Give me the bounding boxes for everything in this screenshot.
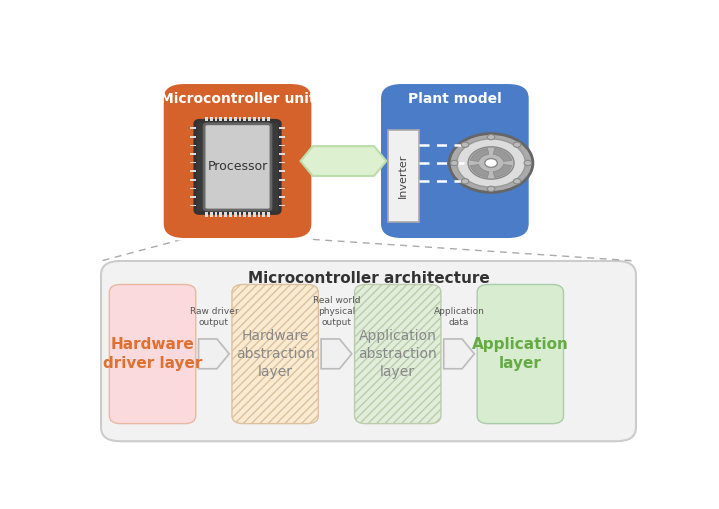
Circle shape (451, 160, 458, 165)
Bar (190, 205, 196, 207)
Circle shape (449, 133, 533, 192)
Bar (267, 212, 270, 217)
Bar (267, 117, 270, 122)
Wedge shape (470, 149, 489, 161)
Bar (205, 117, 208, 122)
Polygon shape (444, 339, 475, 369)
Bar (205, 212, 208, 217)
FancyBboxPatch shape (109, 285, 196, 423)
Bar (224, 212, 227, 217)
Text: Real world
physical
output: Real world physical output (313, 296, 360, 327)
Text: Inverter: Inverter (398, 154, 408, 198)
Text: Raw driver
output: Raw driver output (190, 307, 238, 327)
Bar (279, 145, 285, 146)
FancyBboxPatch shape (388, 130, 418, 222)
Bar (190, 196, 196, 198)
Wedge shape (493, 149, 512, 161)
Bar (279, 171, 285, 172)
Text: Microcontroller architecture: Microcontroller architecture (247, 271, 490, 286)
Bar (248, 212, 251, 217)
Circle shape (513, 142, 521, 147)
Bar (248, 117, 251, 122)
Bar (190, 162, 196, 163)
Bar (215, 117, 217, 122)
Bar (190, 136, 196, 137)
Circle shape (462, 142, 469, 147)
Bar (234, 117, 237, 122)
Wedge shape (493, 164, 512, 178)
Bar (219, 117, 222, 122)
Bar (239, 212, 242, 217)
Text: Hardware
driver layer: Hardware driver layer (103, 336, 202, 372)
Bar (279, 162, 285, 163)
Bar (190, 153, 196, 155)
Circle shape (513, 179, 521, 184)
Circle shape (524, 160, 531, 165)
Bar (234, 212, 237, 217)
FancyBboxPatch shape (195, 121, 280, 213)
Bar (279, 153, 285, 155)
FancyBboxPatch shape (232, 285, 319, 423)
Bar (190, 145, 196, 146)
Circle shape (462, 179, 469, 184)
Circle shape (485, 159, 498, 167)
Circle shape (487, 186, 495, 191)
Polygon shape (301, 146, 386, 176)
Bar (243, 212, 246, 217)
Bar (239, 117, 242, 122)
Bar (229, 117, 232, 122)
Bar (279, 196, 285, 198)
Bar (279, 136, 285, 137)
FancyBboxPatch shape (477, 285, 564, 423)
Text: Processor: Processor (207, 160, 267, 174)
Bar (262, 212, 265, 217)
Bar (279, 127, 285, 129)
Bar (279, 205, 285, 207)
Text: Hardware
abstraction
layer: Hardware abstraction layer (236, 329, 314, 379)
FancyBboxPatch shape (354, 285, 441, 423)
Circle shape (457, 139, 526, 187)
Bar (257, 117, 260, 122)
Polygon shape (198, 339, 229, 369)
Bar (229, 212, 232, 217)
Bar (279, 179, 285, 181)
Bar (210, 117, 213, 122)
Text: Plant model: Plant model (408, 93, 502, 106)
Bar (279, 188, 285, 189)
Wedge shape (470, 164, 489, 178)
Bar (257, 212, 260, 217)
Bar (219, 212, 222, 217)
FancyBboxPatch shape (101, 261, 636, 441)
Bar (224, 117, 227, 122)
Text: Microcontroller unit: Microcontroller unit (160, 93, 316, 106)
Polygon shape (321, 339, 352, 369)
Text: Application
layer: Application layer (472, 336, 569, 372)
Bar (190, 127, 196, 129)
Bar (243, 117, 246, 122)
Text: Application
data: Application data (434, 307, 485, 327)
FancyBboxPatch shape (204, 124, 271, 210)
Bar (253, 117, 256, 122)
Circle shape (468, 147, 514, 179)
Bar (190, 179, 196, 181)
Bar (210, 212, 213, 217)
Circle shape (487, 134, 495, 140)
Bar (190, 188, 196, 189)
Bar (253, 212, 256, 217)
Text: Application
abstraction
layer: Application abstraction layer (358, 329, 437, 379)
Bar (215, 212, 217, 217)
Bar (262, 117, 265, 122)
FancyBboxPatch shape (380, 82, 530, 239)
Bar (190, 171, 196, 172)
FancyBboxPatch shape (162, 82, 313, 239)
